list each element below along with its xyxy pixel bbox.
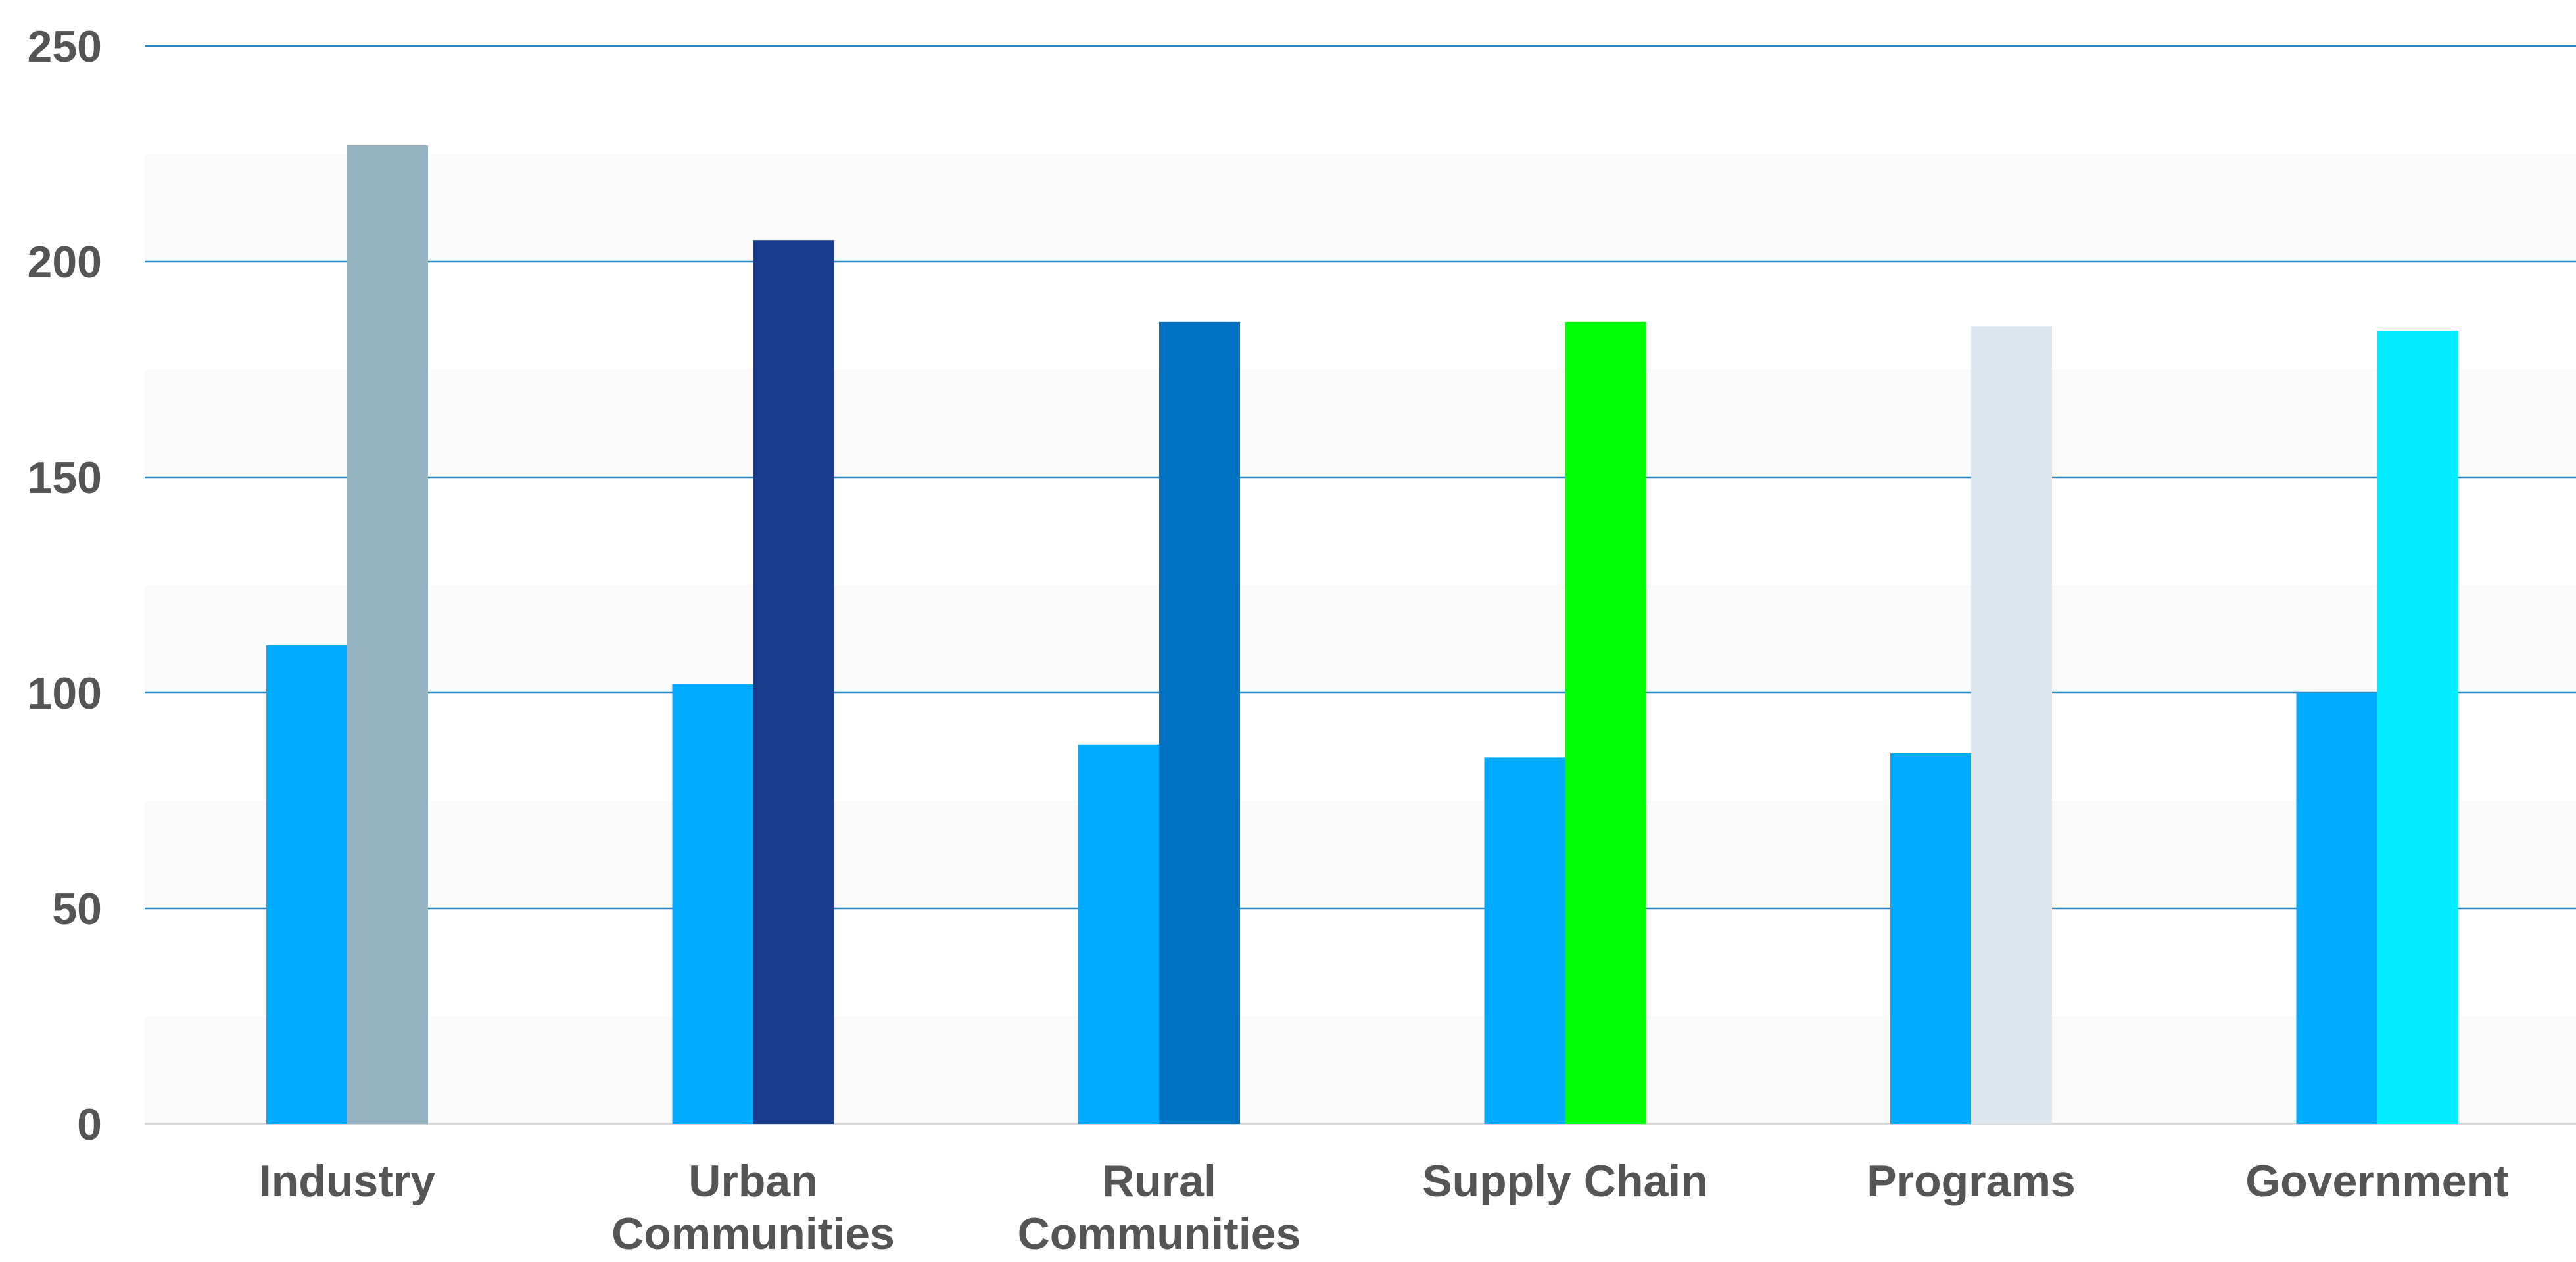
x-tick-label: Industry — [259, 1156, 435, 1206]
x-tick-label-line: Government — [2245, 1156, 2509, 1206]
x-tick-label-line: Rural — [1102, 1156, 1216, 1206]
y-tick-label: 150 — [28, 453, 102, 503]
bar — [1484, 757, 1565, 1124]
bar — [347, 145, 428, 1124]
x-tick-label-line: Communities — [1018, 1209, 1301, 1259]
x-tick-label: Supply Chain — [1422, 1156, 1707, 1206]
x-tick-label: Urban Communities — [611, 1156, 895, 1259]
background-bands — [145, 154, 2576, 1124]
bar — [1078, 744, 1159, 1124]
bar — [2296, 693, 2377, 1124]
y-tick-label: 0 — [77, 1100, 102, 1150]
x-tick-label: Government — [2245, 1156, 2509, 1206]
bar — [1890, 753, 1971, 1124]
background-band — [145, 154, 2576, 262]
x-tick-label-line: Supply Chain — [1422, 1156, 1707, 1206]
bar — [753, 240, 834, 1125]
x-tick-label-line: Industry — [259, 1156, 435, 1206]
y-tick-label: 250 — [28, 22, 102, 72]
bar — [1565, 321, 1646, 1125]
y-tick-label: 200 — [28, 237, 102, 287]
x-tick-label: Rural Communities — [1018, 1156, 1301, 1259]
bar — [1971, 326, 2052, 1124]
y-tick-label: 100 — [28, 668, 102, 718]
x-tick-label-line: Communities — [611, 1209, 895, 1259]
bar — [266, 645, 347, 1124]
bar — [672, 684, 753, 1124]
bar — [1159, 321, 1240, 1125]
background-band — [145, 369, 2576, 477]
x-tick-label: Programs — [1867, 1156, 2075, 1206]
bars — [266, 145, 2458, 1125]
y-axis: 0 50 100 150 200 250 — [28, 22, 102, 1150]
background-band — [145, 585, 2576, 693]
gridlines — [145, 45, 2576, 1125]
background-band — [145, 1016, 2576, 1124]
x-tick-label-line: Urban — [688, 1156, 817, 1206]
y-tick-label: 50 — [52, 884, 102, 934]
bar — [2377, 330, 2458, 1125]
background-band — [145, 801, 2576, 908]
x-tick-label-line: Programs — [1867, 1156, 2075, 1206]
